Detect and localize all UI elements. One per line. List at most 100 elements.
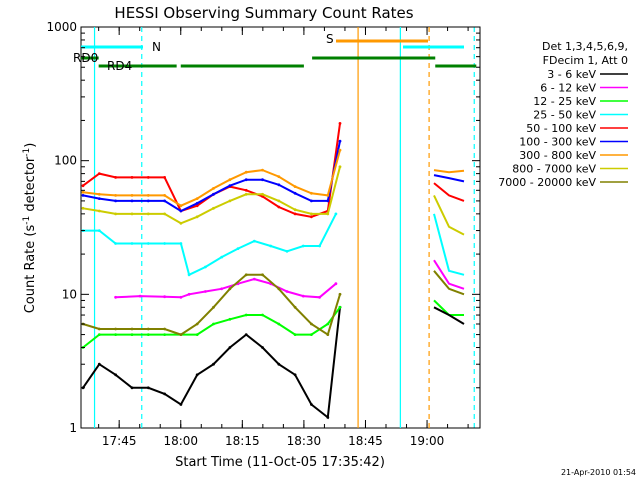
series-point (179, 295, 183, 299)
series-point (97, 209, 101, 213)
series-point (130, 327, 134, 331)
series-point (114, 194, 117, 197)
series-point (285, 249, 289, 253)
series-point (338, 148, 342, 152)
series-point (244, 188, 248, 192)
series-point (212, 322, 215, 326)
series-line (82, 307, 341, 420)
series-point (179, 204, 183, 208)
series-line-right (433, 182, 465, 202)
series-point (114, 373, 117, 377)
legend-entry-label: 12 - 25 keV (533, 95, 596, 108)
series-point (244, 313, 248, 317)
series-point (310, 191, 313, 195)
legend-entry-label: 7000 - 20000 keV (498, 176, 596, 189)
series-point (293, 208, 297, 212)
series-point (326, 416, 330, 419)
series-line-right (433, 299, 464, 316)
series-point (277, 362, 281, 366)
series-point (146, 199, 150, 203)
plot-area: N S RD0 RD4 1 10 100 1000 17:45 18:00 18:15 18:30… (46, 20, 481, 448)
series-point (195, 215, 199, 219)
series-point (195, 204, 199, 208)
series-line (82, 123, 341, 218)
legend-entry-label: 3 - 6 keV (547, 68, 596, 81)
series-point (220, 287, 224, 291)
series-point (334, 212, 338, 216)
series-point (338, 165, 342, 169)
series-point (212, 305, 215, 309)
series-point (130, 212, 134, 216)
series-line (83, 213, 337, 277)
series-point (277, 287, 281, 291)
series-point (114, 212, 117, 216)
x-tick-label: 17:45 (102, 434, 137, 448)
series-point (338, 122, 342, 125)
series-point (179, 209, 183, 213)
segment-label: S (326, 32, 334, 46)
series-point (244, 192, 248, 196)
series-point (97, 229, 101, 233)
plot-frame (80, 26, 481, 429)
series-point (146, 386, 150, 390)
series-line-right (433, 194, 465, 236)
series-line-right (433, 306, 465, 325)
series-line (115, 278, 337, 299)
series-point (163, 212, 167, 216)
series-point (293, 373, 297, 377)
series-point (146, 194, 150, 197)
series-point (252, 277, 256, 281)
series-point (163, 295, 167, 299)
series-point (179, 403, 183, 406)
segment-label: N (152, 40, 161, 54)
series-point (138, 294, 142, 298)
x-axis-ticks: 17:45 18:00 18:15 18:30 18:45 19:00 (98, 27, 469, 448)
series-point (252, 239, 256, 243)
series-point (269, 244, 273, 248)
y-tick-label: 1000 (46, 20, 77, 34)
footer-timestamp: 21-Apr-2010 01:54 (561, 468, 636, 477)
series-point (130, 386, 134, 390)
series-point (212, 206, 215, 210)
series-point (277, 175, 281, 179)
legend-entry-label: 300 - 800 keV (519, 149, 596, 162)
series-point (212, 362, 215, 366)
x-axis-label: Start Time (11-Oct-05 17:35:42) (175, 455, 385, 470)
series-point (195, 201, 199, 205)
series-point (228, 199, 232, 203)
series-point (310, 215, 313, 219)
series-point (318, 244, 321, 248)
series-point (97, 197, 101, 201)
x-tick-label: 19:00 (410, 434, 445, 448)
series-point (326, 322, 330, 326)
series-group-left (81, 122, 342, 420)
series-point (277, 205, 281, 209)
series-point (130, 333, 134, 336)
series-point (334, 282, 338, 286)
series-point (204, 265, 207, 269)
y-axis-label: Count Rate (s-1 detector-1) (22, 143, 38, 314)
vertical-markers (93, 27, 475, 428)
series-point (301, 244, 305, 248)
series-point (228, 184, 232, 188)
y-tick-label: 1 (69, 421, 77, 435)
series-point (97, 327, 101, 331)
series-point (163, 194, 167, 197)
series-point (146, 242, 150, 245)
series-point (228, 178, 232, 182)
series-point (97, 172, 101, 176)
series-line-right (433, 169, 465, 174)
series-point (146, 333, 150, 336)
series-point (212, 187, 215, 190)
series-point (261, 273, 264, 277)
series-point (195, 333, 199, 336)
series-point (285, 290, 289, 293)
series-point (97, 192, 101, 196)
legend-header-line2: FDecim 1, Att 0 (543, 54, 628, 67)
series-point (310, 322, 313, 326)
series-point (326, 333, 330, 336)
series-point (81, 184, 85, 188)
y-axis-ticks: 1 10 100 1000 (46, 20, 480, 435)
series-point (326, 199, 330, 203)
series-point (81, 190, 85, 194)
